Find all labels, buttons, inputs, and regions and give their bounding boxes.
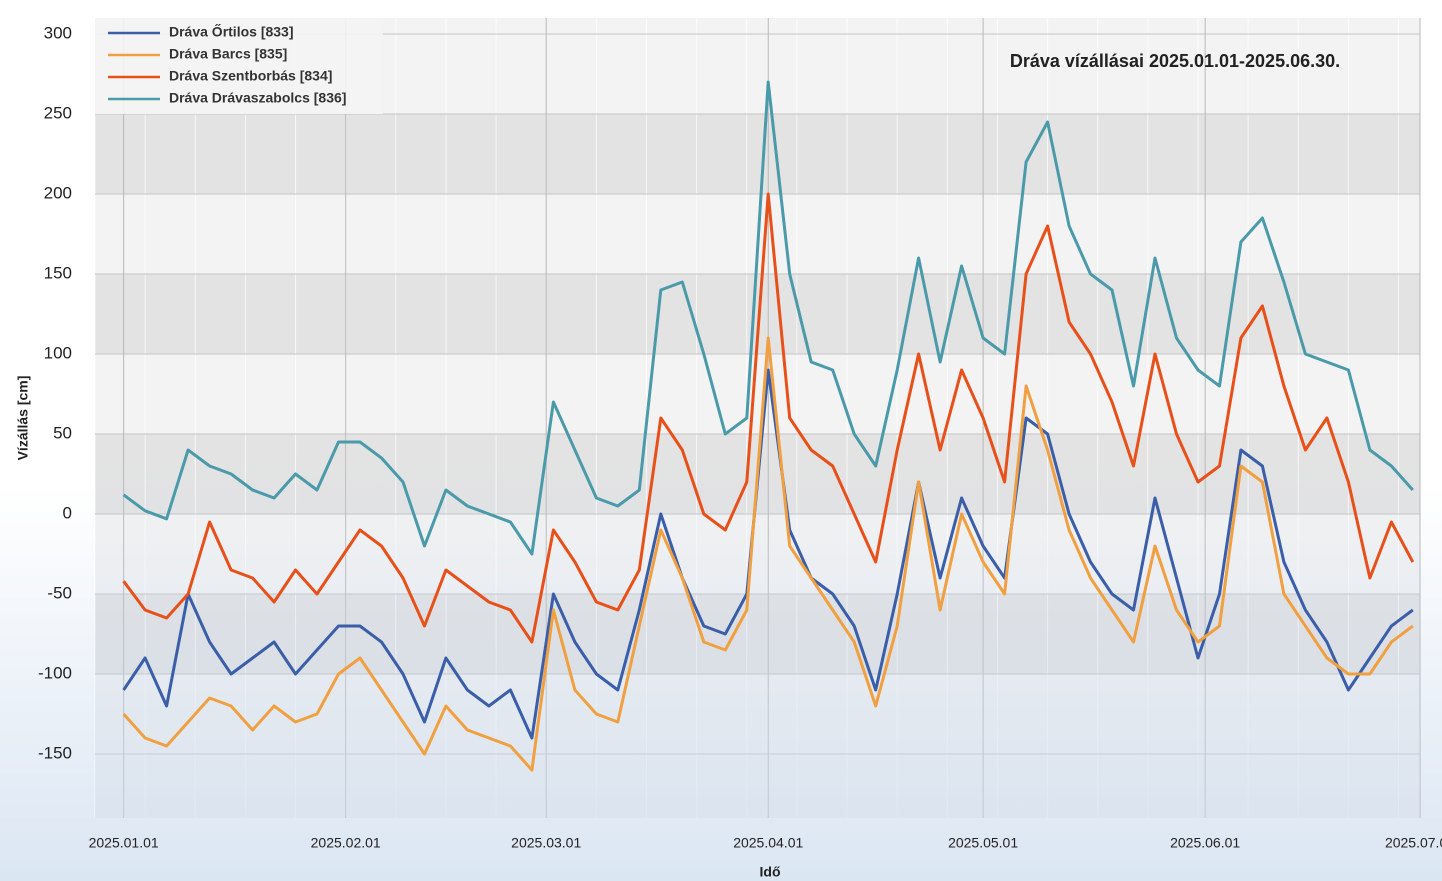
x-tick-label: 2025.03.01 — [511, 835, 581, 851]
series-line — [122, 192, 1415, 644]
y-tick-label: -150 — [38, 743, 72, 762]
x-tick-label: 2025.06.01 — [1170, 835, 1240, 851]
series-line — [122, 336, 1414, 772]
chart-title: Dráva vízállásai 2025.01.01-2025.06.30. — [1010, 51, 1340, 71]
x-tick-label: 2025.01.01 — [89, 835, 159, 851]
x-axis-label: Idő — [760, 864, 781, 880]
series-line — [122, 80, 1414, 556]
x-tick-label: 2025.07.01 — [1385, 835, 1442, 851]
series-line — [122, 368, 1414, 740]
legend-label: Dráva Drávaszabolcs [836] — [169, 90, 346, 106]
y-axis-label: Vízállás [cm] — [15, 376, 31, 461]
x-tick-label: 2025.04.01 — [733, 835, 803, 851]
y-tick-label: 100 — [44, 343, 72, 362]
x-tick-label: 2025.05.01 — [948, 835, 1018, 851]
y-tick-label: 0 — [63, 503, 72, 522]
y-tick-label: -50 — [47, 583, 72, 602]
y-tick-label: 50 — [53, 423, 72, 442]
plot-shade — [95, 18, 1420, 818]
y-tick-label: -100 — [38, 663, 72, 682]
x-tick-label: 2025.02.01 — [311, 835, 381, 851]
legend-label: Dráva Barcs [835] — [169, 46, 287, 62]
y-tick-label: 150 — [44, 263, 72, 282]
y-tick-label: 200 — [44, 183, 72, 202]
legend-label: Dráva Őrtilos [833] — [169, 23, 294, 40]
y-tick-label: 300 — [44, 23, 72, 42]
y-tick-label: 250 — [44, 103, 72, 122]
legend-label: Dráva Szentborbás [834] — [169, 68, 332, 84]
